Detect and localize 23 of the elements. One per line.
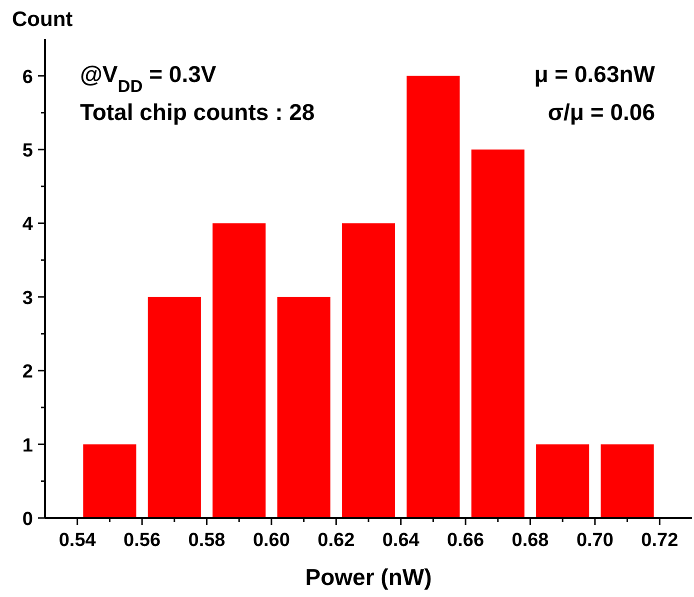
x-tick-label: 0.56 [124,530,161,551]
x-tick-label: 0.58 [188,530,226,551]
y-tick-label: 0 [22,509,33,530]
annotation: σ/μ = 0.06 [548,99,655,125]
annotation: @V$_{DD}$ = 0.3V [80,61,217,96]
y-tick-label: 4 [22,214,34,236]
y-tick-label: 6 [22,66,33,88]
x-tick-label: 0.66 [447,530,484,551]
y-axis-title: Count [12,8,73,31]
x-tick-label: 0.60 [252,530,290,551]
x-tick-label: 0.64 [382,530,420,551]
x-tick-label: 0.68 [512,530,549,551]
x-axis-title: Power (nW) [305,564,432,590]
annotation: Total chip counts : 28 [80,99,315,125]
y-tick-label: 2 [22,362,33,383]
annotation: μ = 0.63nW [534,61,656,87]
x-tick-label: 0.72 [641,530,678,551]
x-tick-label: 0.54 [58,530,96,551]
x-tick-label: 0.70 [576,530,614,551]
x-tick-label: 0.62 [318,530,355,551]
y-tick-label: 3 [22,288,33,309]
y-tick-label: 5 [22,140,34,162]
y-tick-label: 1 [22,435,34,456]
